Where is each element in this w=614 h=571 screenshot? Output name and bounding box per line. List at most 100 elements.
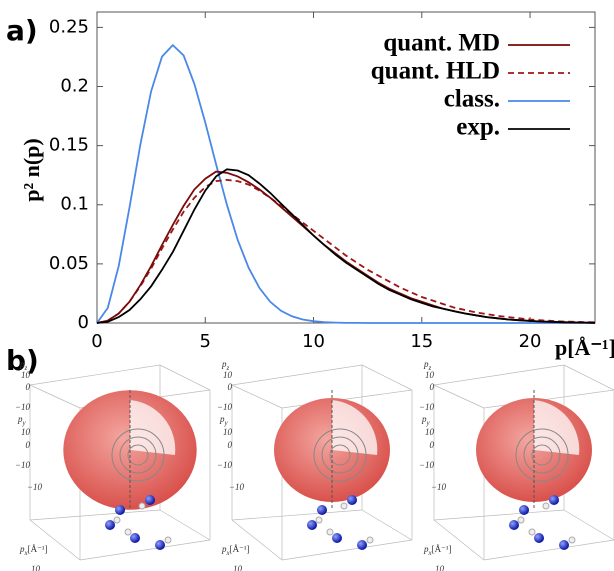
axis-sub: x xyxy=(24,549,29,557)
axis-name: py xyxy=(219,414,229,427)
axis-tick-label: 10 xyxy=(425,370,435,380)
atom xyxy=(332,533,342,543)
axis-tick-label: 10 xyxy=(425,427,435,437)
axis-tick-label: 10 xyxy=(21,370,31,380)
axis-sub: y xyxy=(224,419,229,427)
h-atom xyxy=(528,528,536,536)
axis-tick-label: 0 xyxy=(228,440,233,450)
x-tick-label: 20 xyxy=(519,331,542,352)
y-tick-label: 0.05 xyxy=(49,253,89,274)
shell xyxy=(523,436,561,474)
box-edge xyxy=(361,364,413,391)
axis-unit: [Å⁻¹] xyxy=(432,544,452,554)
h-atom xyxy=(366,536,374,544)
box-edge xyxy=(29,509,161,521)
axis-tick-label: −10 xyxy=(431,482,447,492)
atom xyxy=(105,520,115,530)
h-atom xyxy=(568,536,576,544)
atom xyxy=(519,505,529,515)
box-edge xyxy=(79,539,211,561)
h-atom xyxy=(326,528,334,536)
y-tick-label: 0 xyxy=(78,312,89,333)
shell xyxy=(329,444,351,466)
axis-unit: [Å⁻¹] xyxy=(28,544,48,554)
legend-label: quant. HLD xyxy=(371,58,500,85)
axis-symbol: p xyxy=(423,359,429,369)
x-tick-label: 5 xyxy=(200,331,211,352)
axis-tick-label: −10 xyxy=(217,460,233,470)
legend-label: class. xyxy=(444,86,500,113)
box-edge xyxy=(433,364,565,386)
shell xyxy=(313,428,367,482)
atom xyxy=(307,520,317,530)
box-edge xyxy=(281,539,413,561)
h-atom xyxy=(124,528,132,536)
axis-tick-label: 10 xyxy=(21,427,31,437)
axis-sub: y xyxy=(426,419,431,427)
y-tick-label: 0.25 xyxy=(49,16,89,37)
box-edge xyxy=(563,364,614,391)
box-edge xyxy=(231,384,283,409)
axis-tick-label: 0 xyxy=(430,440,435,450)
x-tick-label: 15 xyxy=(410,331,433,352)
h-atom xyxy=(113,516,121,524)
axis-tick-label: −10 xyxy=(27,482,43,492)
axis-tick-label: 0 xyxy=(26,382,31,392)
axis-tick-label: −10 xyxy=(229,482,245,492)
h-atom xyxy=(138,502,146,510)
blob-cut xyxy=(534,400,580,455)
atom xyxy=(559,540,569,550)
x-axis-label: p[Å⁻¹] xyxy=(555,335,614,360)
box-edge xyxy=(563,509,614,541)
series-line xyxy=(96,170,596,324)
y-tick-label: 0.15 xyxy=(49,135,89,156)
axis-symbol: p xyxy=(19,544,25,554)
blob-cut xyxy=(332,400,378,455)
shell xyxy=(119,436,157,474)
x-tick-label: 10 xyxy=(302,331,325,352)
axis-tick-label: 10 xyxy=(223,427,233,437)
atom xyxy=(145,495,155,505)
axis-tick-label: 10 xyxy=(223,370,233,380)
axis-tick-label: −10 xyxy=(15,402,31,412)
shell xyxy=(321,436,359,474)
axis-symbol: p xyxy=(219,414,225,424)
series-line xyxy=(96,168,596,324)
h-atom xyxy=(315,516,323,524)
axis-name: px[Å⁻¹] xyxy=(19,544,48,557)
atom xyxy=(347,495,357,505)
atom xyxy=(534,533,544,543)
shell xyxy=(111,428,165,482)
axis-tick-label: 0 xyxy=(228,382,233,392)
box-edge xyxy=(29,364,161,386)
axis-symbol: p xyxy=(421,414,427,424)
axis-name: pz xyxy=(423,359,432,372)
box-edge xyxy=(483,539,614,561)
box-edge xyxy=(29,519,81,561)
panel-label: a) xyxy=(6,14,38,47)
axis-sub: z xyxy=(24,364,28,372)
axis-name: pz xyxy=(221,359,230,372)
axis-name: py xyxy=(421,414,431,427)
panel-label: b) xyxy=(6,344,39,377)
shell xyxy=(127,444,149,466)
axis-symbol: p xyxy=(17,414,23,424)
series-line xyxy=(96,178,596,324)
blob-cut xyxy=(130,400,176,455)
box-edge xyxy=(433,519,485,561)
h-atom xyxy=(340,502,348,510)
atom xyxy=(115,505,125,515)
legend-label: exp. xyxy=(456,114,500,141)
axis-tick-label: 10 xyxy=(435,564,445,571)
y-tick-label: 0.2 xyxy=(60,75,89,96)
legend-label: quant. MD xyxy=(383,30,500,57)
axis-sub: z xyxy=(226,364,230,372)
box-edge xyxy=(231,509,363,521)
axis-tick-label: 0 xyxy=(430,382,435,392)
h-atom xyxy=(542,502,550,510)
atom xyxy=(317,505,327,515)
atom xyxy=(155,540,165,550)
